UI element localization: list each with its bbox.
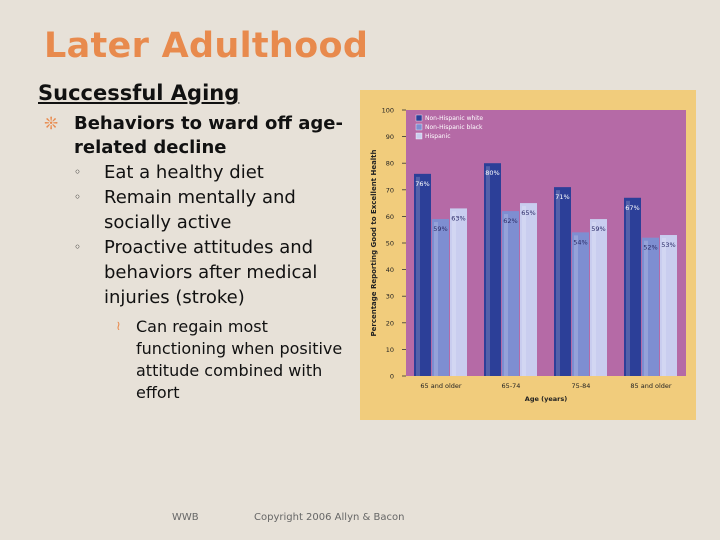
legend-label: Non-Hispanic white bbox=[425, 115, 483, 122]
bar-highlight bbox=[574, 235, 578, 376]
circle-bullet-icon: ◦ bbox=[74, 190, 82, 204]
y-tick-label: 30 bbox=[386, 293, 394, 301]
y-tick-label: 10 bbox=[386, 346, 394, 354]
bar bbox=[520, 203, 537, 376]
bar-data-label: 71% bbox=[555, 193, 569, 201]
y-axis-label: Percentage Reporting Good to Excellent H… bbox=[370, 149, 378, 336]
circle-bullet-icon: ◦ bbox=[74, 165, 82, 179]
footer-copyright: Copyright 2006 Allyn & Bacon bbox=[254, 512, 405, 523]
bar-data-label: 54% bbox=[573, 238, 587, 246]
bar-highlight bbox=[626, 200, 630, 376]
bar bbox=[414, 173, 431, 376]
bar-highlight bbox=[434, 222, 438, 376]
sub-sub-bullet-item: ≀ Can regain most functioning when posit… bbox=[44, 316, 354, 404]
bar-highlight bbox=[662, 238, 666, 376]
y-tick-label: 90 bbox=[386, 133, 394, 141]
bar-data-label: 59% bbox=[433, 225, 447, 233]
slide-title: Later Adulthood bbox=[44, 26, 369, 66]
bar-highlight bbox=[522, 206, 526, 376]
bar-data-label: 80% bbox=[485, 169, 499, 177]
bar bbox=[572, 232, 589, 376]
y-axis: 0 10 20 30 40 50 60 70 80 90 100 bbox=[382, 107, 406, 381]
wave-bullet-icon: ≀ bbox=[116, 319, 121, 334]
bar-highlight bbox=[486, 166, 490, 376]
x-tick-label: 85 and older bbox=[630, 382, 672, 390]
bar bbox=[554, 187, 571, 376]
bullet-item: ❊ Behaviors to ward off age-related decl… bbox=[44, 112, 354, 160]
bar-highlight bbox=[504, 214, 508, 376]
y-tick-label: 50 bbox=[386, 240, 394, 248]
legend-swatch bbox=[415, 114, 423, 122]
legend-swatch bbox=[415, 132, 423, 140]
bar bbox=[502, 211, 519, 376]
y-tick-label: 20 bbox=[386, 319, 394, 327]
slide-subtitle: Successful Aging bbox=[38, 81, 240, 105]
x-axis-label: Age (years) bbox=[525, 395, 567, 403]
y-tick-label: 80 bbox=[386, 160, 394, 168]
sub-bullet-text: Remain mentally and socially active bbox=[104, 187, 296, 233]
y-tick-label: 70 bbox=[386, 186, 394, 194]
legend-swatch bbox=[415, 123, 423, 131]
bar-group: 76% 59% 63% 65 and older 80% 62% 65% 65-74 71% 54… bbox=[414, 163, 677, 390]
bar-highlight bbox=[416, 176, 420, 376]
y-tick-label: 100 bbox=[382, 107, 394, 115]
bar-data-label: 53% bbox=[661, 241, 675, 249]
x-tick-label: 65 and older bbox=[420, 382, 462, 390]
sub-bullet-item: ◦ Proactive attitudes and behaviors afte… bbox=[44, 235, 354, 310]
bar bbox=[642, 237, 659, 376]
bullet-text: Behaviors to ward off age-related declin… bbox=[74, 113, 343, 158]
bar bbox=[432, 219, 449, 376]
y-tick-label: 0 bbox=[390, 373, 394, 381]
bar bbox=[484, 163, 501, 376]
y-tick-label: 60 bbox=[386, 213, 394, 221]
sub-sub-bullet-text: Can regain most functioning when positiv… bbox=[136, 317, 343, 402]
bullet-marker-icon: ❊ bbox=[44, 114, 59, 134]
bar bbox=[590, 219, 607, 376]
legend: Non-Hispanic white Non-Hispanic black Hisp… bbox=[415, 114, 483, 140]
sub-bullet-item: ◦ Eat a healthy diet bbox=[44, 160, 354, 185]
footer-author: WWB bbox=[172, 512, 199, 523]
bar-highlight bbox=[592, 222, 596, 376]
bar bbox=[624, 197, 641, 376]
sub-bullet-item: ◦ Remain mentally and socially active bbox=[44, 185, 354, 235]
sub-bullet-text: Proactive attitudes and behaviors after … bbox=[104, 237, 318, 308]
bar-chart: 76% 59% 63% 65 and older 80% 62% 65% 65-74 71% 54… bbox=[370, 107, 686, 403]
bar bbox=[450, 208, 467, 376]
bar-data-label: 67% bbox=[625, 204, 639, 212]
bullet-list: ❊ Behaviors to ward off age-related decl… bbox=[44, 112, 354, 404]
bar-data-label: 76% bbox=[415, 180, 429, 188]
chart-frame: 76% 59% 63% 65 and older 80% 62% 65% 65-74 71% 54… bbox=[360, 90, 696, 420]
legend-label: Hispanic bbox=[425, 133, 451, 140]
x-tick-label: 65-74 bbox=[502, 382, 521, 390]
y-tick-label: 40 bbox=[386, 266, 394, 274]
bar-highlight bbox=[452, 211, 456, 376]
bar-highlight bbox=[644, 240, 648, 376]
bar-data-label: 59% bbox=[591, 225, 605, 233]
bar-data-label: 52% bbox=[643, 244, 657, 252]
x-tick-label: 75-84 bbox=[572, 382, 591, 390]
bar-highlight bbox=[556, 190, 560, 376]
legend-label: Non-Hispanic black bbox=[425, 124, 483, 131]
bar-data-label: 62% bbox=[503, 217, 517, 225]
bar bbox=[660, 235, 677, 376]
bar-data-label: 63% bbox=[451, 214, 465, 222]
bar-data-label: 65% bbox=[521, 209, 535, 217]
sub-bullet-text: Eat a healthy diet bbox=[104, 162, 264, 183]
circle-bullet-icon: ◦ bbox=[74, 240, 82, 254]
